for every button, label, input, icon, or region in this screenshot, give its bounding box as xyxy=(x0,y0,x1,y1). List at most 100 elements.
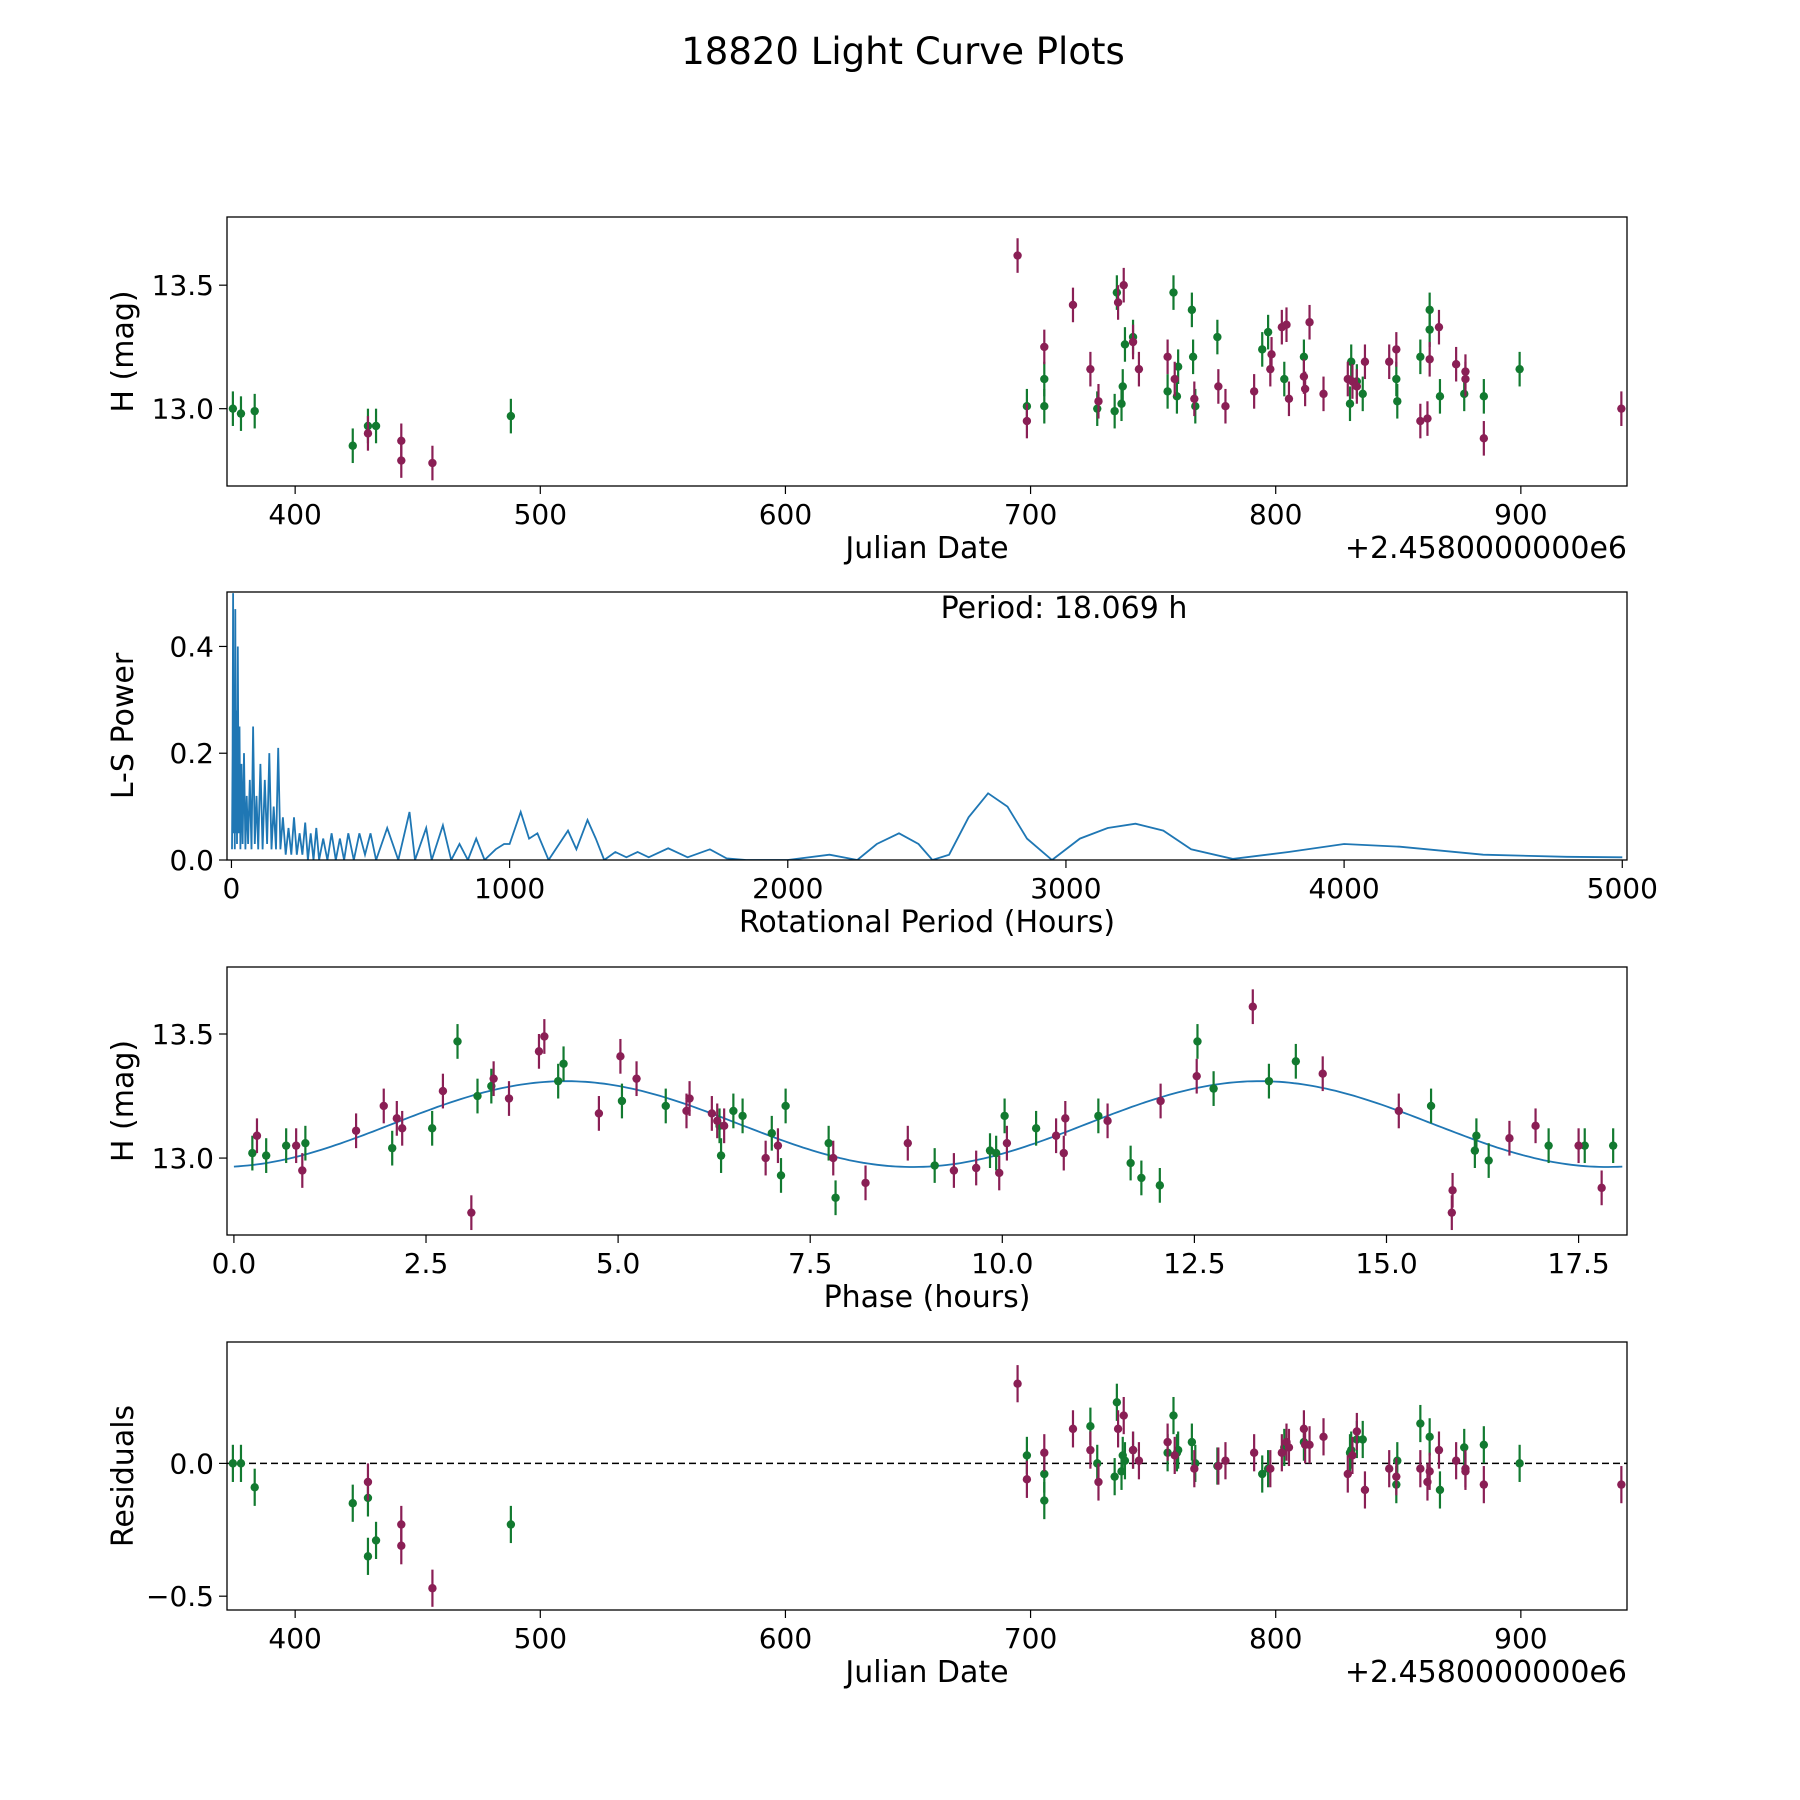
data-point-green xyxy=(1022,1451,1032,1460)
data-point-green xyxy=(831,1193,840,1202)
x-tick-label: 5000 xyxy=(1587,872,1658,905)
data-point-purple xyxy=(632,1074,641,1083)
data-point-green xyxy=(1435,1485,1445,1495)
data-point-green xyxy=(1392,374,1401,384)
x-tick-label: 700 xyxy=(1004,498,1057,531)
data-point-purple xyxy=(1284,1443,1294,1452)
data-point-purple xyxy=(379,1101,388,1111)
data-point-green xyxy=(661,1101,670,1111)
data-point-green xyxy=(1608,1141,1618,1150)
data-point-purple xyxy=(1319,1432,1328,1442)
axes-frame xyxy=(226,216,1628,487)
y-tick-label: 13.0 xyxy=(152,393,214,426)
data-point-green xyxy=(363,1552,373,1561)
data-point-green xyxy=(1393,397,1402,406)
data-point-purple xyxy=(1267,350,1276,359)
x-axis-label: Julian Date xyxy=(843,531,1008,566)
data-point-purple xyxy=(1134,1456,1144,1465)
data-point-green xyxy=(1120,1456,1130,1465)
data-point-purple xyxy=(1434,1445,1444,1455)
data-point-green xyxy=(1416,352,1425,362)
data-point-green xyxy=(991,1148,1001,1158)
data-point-green xyxy=(506,411,516,421)
x-tick-label: 600 xyxy=(759,498,812,531)
data-point-purple xyxy=(1103,1116,1112,1126)
panel-lightcurve: 400 500 600 700 800 900 13.0 13.5 Julian Date H (… xyxy=(106,216,1628,566)
data-point-green xyxy=(1258,1469,1267,1479)
data-point-purple xyxy=(1192,1071,1201,1081)
data-point-purple xyxy=(1249,387,1259,396)
data-point-purple xyxy=(616,1052,625,1061)
axes-frame xyxy=(226,966,1628,1236)
data-point-purple xyxy=(1040,1448,1049,1457)
x-offset-label: +2.4580000000e6 xyxy=(1345,1655,1627,1690)
plot-area xyxy=(228,238,1626,481)
data-point-green xyxy=(1472,1131,1481,1140)
data-point-green xyxy=(1031,1124,1041,1133)
model-curve xyxy=(233,1080,1623,1168)
data-point-purple xyxy=(291,1141,301,1150)
figure-title: 18820 Light Curve Plots xyxy=(681,30,1125,73)
data-point-purple xyxy=(438,1086,448,1096)
data-point-green xyxy=(559,1059,568,1068)
data-point-purple xyxy=(1119,1411,1128,1420)
x-tick-label: 5.0 xyxy=(596,1247,641,1280)
x-tick-label: 10.0 xyxy=(971,1247,1033,1280)
data-point-purple xyxy=(761,1153,770,1163)
x-tick-label: 15.0 xyxy=(1355,1247,1417,1280)
data-point-green xyxy=(776,1171,786,1180)
panel-residuals: 400 500 600 700 800 900 −0.5 0.0 Julian Date Resi… xyxy=(106,1341,1628,1690)
data-point-purple xyxy=(861,1178,870,1188)
data-point-purple xyxy=(1360,357,1370,366)
data-point-purple xyxy=(489,1074,498,1083)
y-tick-label: 0.0 xyxy=(169,844,214,877)
data-point-purple xyxy=(1305,318,1314,327)
data-point-purple xyxy=(1352,382,1362,391)
y-tick-label: −0.5 xyxy=(146,1580,214,1613)
data-point-green xyxy=(1258,345,1267,354)
data-point-purple xyxy=(1068,1424,1078,1434)
data-point-purple xyxy=(594,1109,604,1118)
data-point-green xyxy=(1112,288,1122,297)
data-point-purple xyxy=(397,1520,406,1529)
data-point-green xyxy=(1580,1141,1589,1150)
data-point-purple xyxy=(1425,1467,1434,1476)
data-point-green xyxy=(348,441,357,450)
data-point-purple xyxy=(1094,397,1103,406)
data-point-purple xyxy=(1531,1121,1540,1131)
data-point-purple xyxy=(1190,1464,1199,1473)
data-point-green xyxy=(1187,1437,1197,1447)
data-point-purple xyxy=(773,1141,783,1150)
data-point-purple xyxy=(1051,1131,1061,1140)
data-point-green xyxy=(228,404,238,413)
data-point-green xyxy=(388,1143,397,1153)
x-tick-label: 800 xyxy=(1249,1622,1302,1655)
data-point-green xyxy=(1544,1141,1553,1150)
data-point-green xyxy=(1425,305,1434,315)
data-point-green xyxy=(1416,1419,1425,1428)
data-point-green xyxy=(1460,1443,1469,1452)
data-point-purple xyxy=(1300,384,1310,394)
data-point-purple xyxy=(1617,404,1626,413)
y-tick-label: 0.4 xyxy=(169,630,214,663)
data-point-purple xyxy=(1113,1424,1123,1434)
data-point-purple xyxy=(1352,1427,1362,1436)
data-point-purple xyxy=(252,1131,262,1140)
x-axis-label: Julian Date xyxy=(843,1655,1008,1690)
x-tick-label: 900 xyxy=(1494,498,1547,531)
data-point-purple xyxy=(1170,1451,1179,1460)
data-point-green xyxy=(1110,1472,1119,1481)
data-point-green xyxy=(553,1076,563,1086)
x-tick-label: 500 xyxy=(514,1622,567,1655)
data-point-purple xyxy=(428,458,437,468)
data-point-purple xyxy=(971,1163,981,1173)
data-point-green xyxy=(261,1151,271,1160)
x-tick-label: 600 xyxy=(759,1622,812,1655)
data-point-purple xyxy=(1282,320,1291,329)
data-point-purple xyxy=(1221,1456,1230,1465)
data-point-green xyxy=(1515,364,1524,374)
x-tick-label: 2.5 xyxy=(404,1247,449,1280)
data-point-green xyxy=(1000,1111,1009,1121)
data-point-green xyxy=(1112,1398,1122,1407)
